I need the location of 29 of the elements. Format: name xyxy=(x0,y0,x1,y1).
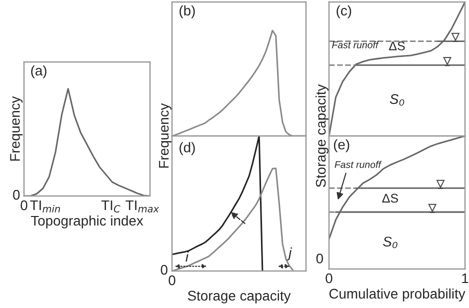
text: 0 xyxy=(316,254,324,264)
text: 0 xyxy=(326,273,332,284)
text: 0 xyxy=(13,190,20,200)
annotation: (e) xyxy=(334,139,350,152)
text: TI$_{max}$ xyxy=(126,200,160,212)
text: (b) xyxy=(180,5,195,18)
y-axis-title: Storage capacity xyxy=(316,84,328,188)
text: TI$_{min}$ xyxy=(30,200,60,212)
text: (a) xyxy=(31,65,46,78)
annotation: ΔS xyxy=(389,42,405,50)
text: 1 xyxy=(462,274,468,284)
x-axis-title: Storage capacity xyxy=(188,290,291,304)
annotation: Fast runoff xyxy=(334,160,382,168)
annotation: S₀ xyxy=(390,94,404,106)
text: 0 xyxy=(168,275,176,286)
text: TI$_{C}$ xyxy=(101,200,120,212)
annotation: Fast runoff xyxy=(332,41,380,48)
text: 0 xyxy=(20,200,28,210)
text: 0 xyxy=(160,264,168,275)
x-axis-title: Cumulative probability xyxy=(329,288,466,302)
y-axis-title: Frequency xyxy=(159,103,172,168)
annotation: ΔS xyxy=(382,194,398,203)
annotation: j xyxy=(287,247,292,260)
annotation: i xyxy=(186,251,189,262)
y-axis-title: Frequency xyxy=(10,96,23,161)
x-axis-title: Topographic index xyxy=(30,215,144,228)
annotation: (d) xyxy=(180,142,195,156)
annotation: S₀ xyxy=(383,236,398,248)
annotation: (c) xyxy=(336,5,352,18)
